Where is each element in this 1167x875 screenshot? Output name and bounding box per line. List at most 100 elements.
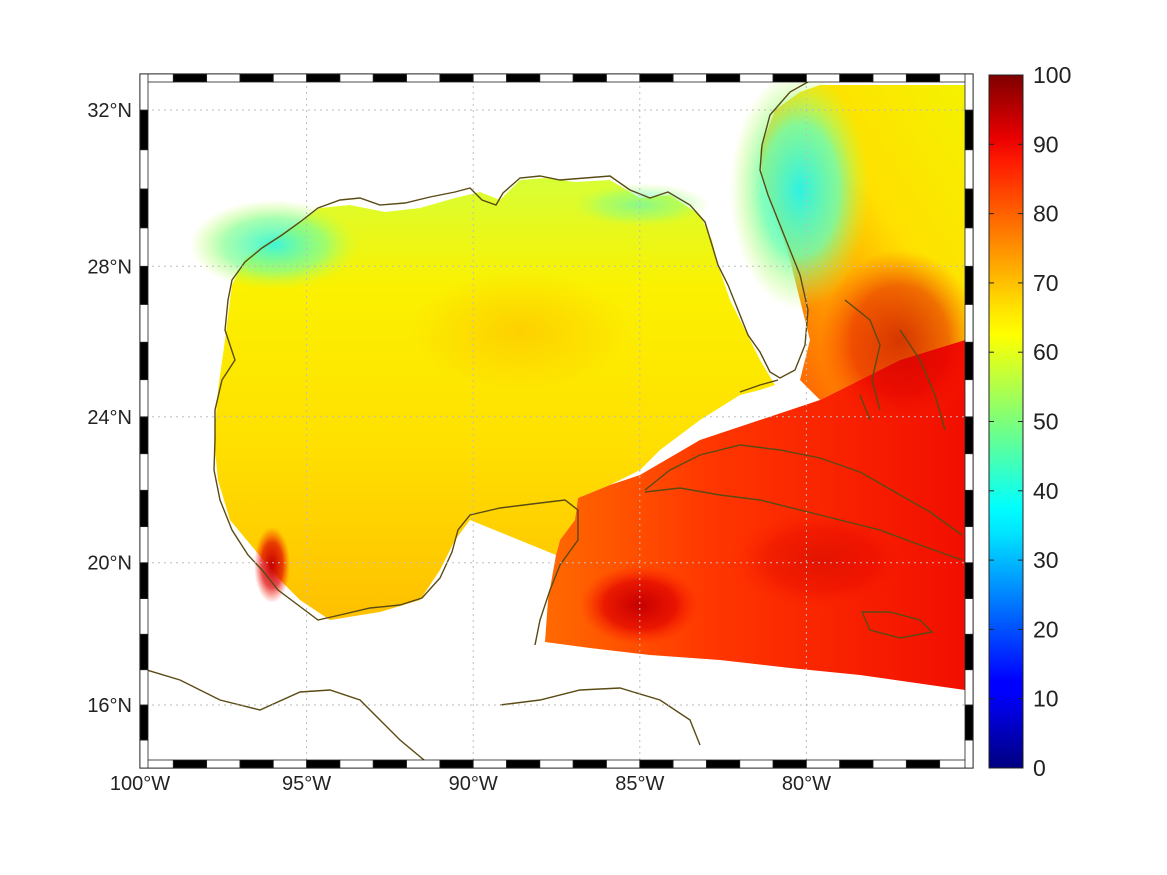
frame-band-segment [539, 759, 574, 769]
frame-band-segment [272, 759, 307, 769]
frame-band-segment [506, 759, 541, 769]
frame-band-segment [964, 526, 974, 564]
frame-band-segment [572, 73, 607, 83]
frame-band-segment [772, 759, 807, 769]
frame-band-segment [172, 759, 208, 769]
colorbar-tick-label: 90 [1033, 131, 1059, 157]
frame-band-segment [439, 73, 474, 83]
y-tick-label: 28°N [87, 256, 132, 278]
frame-band-segment [306, 759, 341, 769]
frame-band-segment [606, 73, 641, 83]
frame-band-segment [206, 73, 241, 83]
frame-band-segment [672, 759, 707, 769]
x-tick-label: 90°W [449, 773, 498, 795]
frame-band-segment [964, 304, 974, 343]
colorbar-tick-label: 30 [1033, 547, 1059, 573]
frame-band-segment [272, 73, 307, 83]
frame-band-segment [139, 739, 149, 769]
colorbar-tick-label: 100 [1033, 62, 1071, 88]
frame-band-segment [872, 73, 907, 83]
frame-band-segment [964, 188, 974, 229]
x-tick-label: 85°W [615, 773, 664, 795]
colorbar-tick-label: 80 [1033, 201, 1059, 227]
field-warm-bay-campeche [254, 527, 290, 603]
field-warm-south-caribbean [580, 565, 700, 645]
coastline-us-gulf [227, 82, 810, 379]
frame-band-segment [472, 73, 507, 83]
frame-band-segment [964, 598, 974, 635]
frame-band-segment [772, 73, 807, 83]
frame-band-segment [239, 73, 274, 83]
frame-band-segment [139, 526, 149, 564]
frame-band-segment [964, 669, 974, 706]
frame-band-segment [139, 304, 149, 343]
y-tick-label: 20°N [87, 553, 132, 575]
frame-band-segment [905, 73, 941, 83]
coastline-florida-keys [739, 379, 779, 393]
frame-band-segment [139, 265, 149, 305]
coastline-cuba [644, 444, 963, 561]
frame-band-segment [964, 73, 974, 111]
frame-band-segment [806, 73, 841, 83]
frame-band-segment [139, 379, 149, 418]
frame-band-segment [539, 73, 574, 83]
frame-band-segment [139, 188, 149, 229]
field-warm-bahamas [820, 250, 965, 430]
frame-band-segment [739, 759, 774, 769]
frame-band-segment [139, 341, 149, 381]
colorbar-tick-label: 20 [1033, 616, 1059, 642]
frame-band-segment [139, 562, 149, 599]
frame-band-segment [872, 759, 907, 769]
frame-band-segment [439, 759, 474, 769]
coastline-honduras [499, 687, 701, 746]
colorbar-tick-label: 40 [1033, 478, 1059, 504]
frame-band-segment [506, 73, 541, 83]
x-tick-label: 80°W [782, 773, 831, 795]
frame-band-segment [139, 598, 149, 635]
colorbar-tick-label: 10 [1033, 686, 1059, 712]
frame-band-segment [964, 265, 974, 305]
frame-band-segment [139, 489, 149, 528]
frame-band-segment [139, 453, 149, 491]
frame-band-segment [706, 759, 741, 769]
frame-band-segment [964, 489, 974, 528]
frame-band-segment [639, 759, 674, 769]
y-axis-tick-labels: 32°N 28°N 24°N 20°N 16°N [87, 100, 132, 717]
frame-band-segment [206, 759, 241, 769]
y-tick-label: 24°N [87, 407, 132, 429]
frame-band-segment [739, 73, 774, 83]
x-tick-label: 95°W [282, 773, 331, 795]
field-loop-feature [410, 270, 630, 390]
x-tick-label: 100°W [110, 773, 170, 795]
frame-band-segment [905, 759, 941, 769]
frame-band-segment [806, 759, 841, 769]
field-warm-central-caribbean [730, 510, 910, 610]
data-field [190, 82, 965, 690]
frame-band-segment [339, 73, 374, 83]
frame-band-segment [964, 416, 974, 455]
frame-band-segment [139, 416, 149, 455]
field-cool-florida-atlantic [730, 82, 870, 310]
map-frame [139, 73, 974, 769]
frame-band-segment [964, 379, 974, 418]
frame-band-segment [964, 633, 974, 671]
field-gulf-of-mexico [214, 178, 775, 620]
frame-band-segment [706, 73, 741, 83]
frame-band-segment [239, 759, 274, 769]
frame-band-segment [572, 759, 607, 769]
frame-band-segment [339, 759, 374, 769]
field-cool-panhandle [570, 183, 710, 227]
frame-band-segment [406, 759, 441, 769]
frame-band-segment [639, 73, 674, 83]
frame-band-segment [139, 669, 149, 706]
coastlines [148, 82, 963, 762]
colorbar-tick-label: 70 [1033, 270, 1059, 296]
frame-band-segment [372, 759, 407, 769]
coastline-jamaica [860, 611, 934, 639]
frame-band-segment [139, 633, 149, 671]
frame-band-segment [672, 73, 707, 83]
frame-band-segment [964, 739, 974, 769]
